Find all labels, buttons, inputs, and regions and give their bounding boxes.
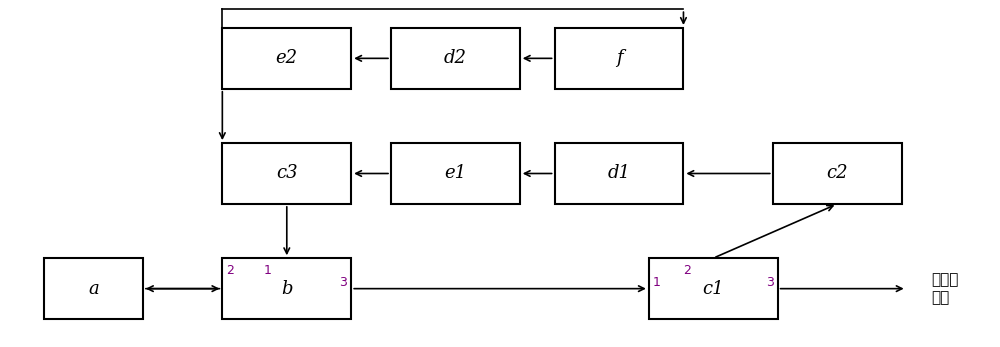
Text: e1: e1	[444, 164, 466, 183]
FancyBboxPatch shape	[222, 143, 351, 204]
Text: b: b	[281, 280, 293, 298]
Text: c3: c3	[276, 164, 298, 183]
FancyBboxPatch shape	[222, 28, 351, 89]
Text: 3: 3	[340, 276, 347, 289]
Text: a: a	[88, 280, 99, 298]
FancyBboxPatch shape	[222, 258, 351, 319]
Text: c2: c2	[826, 164, 848, 183]
Text: 2: 2	[683, 264, 691, 277]
FancyBboxPatch shape	[391, 28, 520, 89]
FancyBboxPatch shape	[649, 258, 778, 319]
FancyBboxPatch shape	[391, 143, 520, 204]
FancyBboxPatch shape	[555, 143, 683, 204]
FancyBboxPatch shape	[555, 28, 683, 89]
Text: 1: 1	[264, 264, 271, 277]
Text: e2: e2	[276, 49, 298, 67]
Text: f: f	[616, 49, 622, 67]
Text: 1: 1	[653, 276, 660, 289]
FancyBboxPatch shape	[44, 258, 143, 319]
Text: 光信号
输出: 光信号 输出	[931, 272, 959, 305]
Text: d2: d2	[444, 49, 467, 67]
Text: c1: c1	[702, 280, 724, 298]
FancyBboxPatch shape	[773, 143, 902, 204]
Text: 3: 3	[766, 276, 774, 289]
Text: d1: d1	[608, 164, 631, 183]
Text: 2: 2	[226, 264, 234, 277]
